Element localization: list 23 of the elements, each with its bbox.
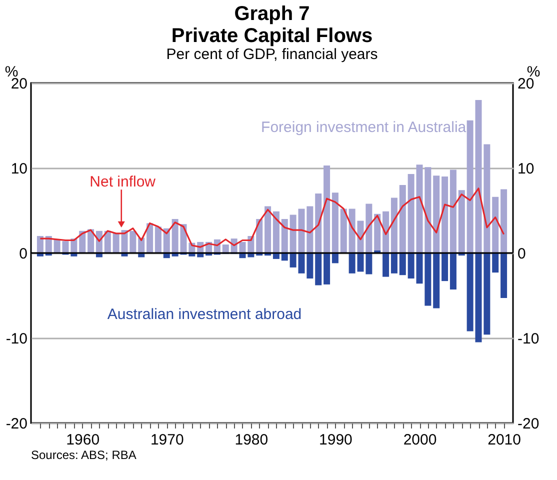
text: Net inflow [90,174,156,191]
series-label: Foreign investment in Australia [261,119,467,136]
y-tick-label: 10 [10,160,28,178]
chart-subtitle: Private Capital Flows [171,25,373,47]
series-label: Australian investment abroad [107,306,302,324]
y-tick-label: -10 [6,330,28,348]
y2-tick-label: 10 [518,160,534,178]
x-tick-label: 2000 [403,432,437,448]
x-tick-label: 1990 [319,432,352,448]
y2-tick-label: -20 [518,416,540,432]
y2-tick-label: 20 [518,76,534,92]
y-tick-label: 0 [19,246,28,262]
y-tick-label: 20 [10,76,28,92]
y-tick-label: -20 [6,416,28,432]
x-tick-label: 2010 [488,432,521,448]
y2-tick-label: -10 [518,330,540,348]
x-tick-label: 1980 [234,432,268,448]
source-note: Sources: ABS; RBA [31,448,136,462]
x-tick-label: 1970 [150,432,184,448]
y2-tick-label: 0 [518,246,526,262]
x-tick-label: 1960 [66,432,100,448]
chart-title: Graph 7 [234,3,310,25]
text: Per cent of GDP, financial years [166,46,378,63]
